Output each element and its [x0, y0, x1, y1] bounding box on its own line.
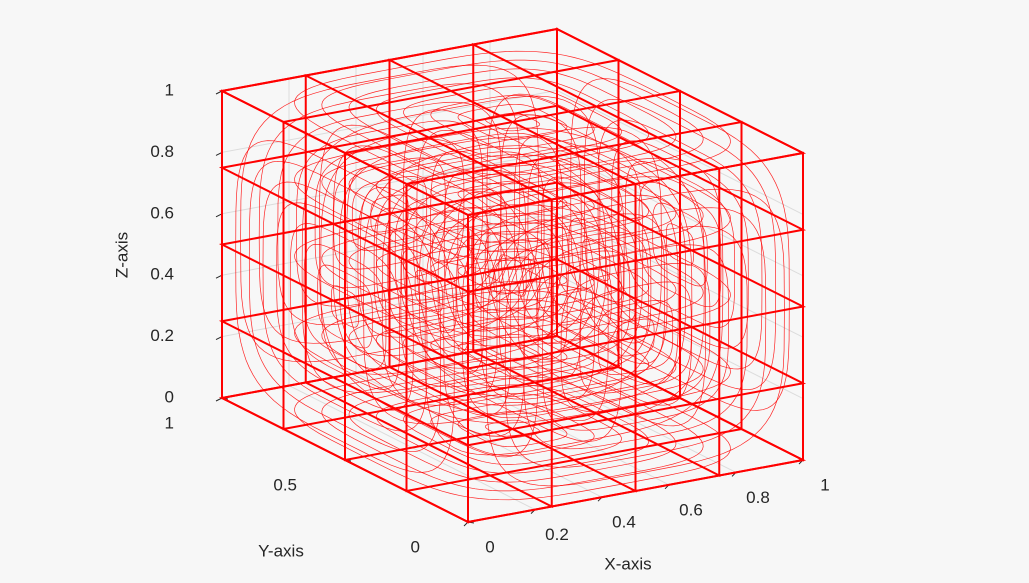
y-tick-label: 1: [165, 413, 174, 432]
mesh-curve: [570, 78, 790, 411]
z-tick-label: 0.6: [150, 203, 174, 222]
mesh-curve: [301, 95, 601, 394]
y-slice: [467, 151, 804, 524]
y-slice: [344, 89, 681, 462]
mesh-curve: [235, 140, 455, 473]
y-slice: [221, 27, 558, 400]
y-slice: [405, 120, 743, 493]
z-tick-label: 1: [165, 80, 174, 99]
y-slice: [282, 58, 620, 431]
x-tick-label: 1: [820, 475, 829, 494]
z-tick-label: 0.8: [150, 142, 174, 161]
y-tick-label: 0.5: [273, 475, 297, 494]
x-tick-label: 0.6: [679, 500, 703, 519]
mesh-curve: [319, 124, 539, 458]
x-axis-label: X-axis: [604, 554, 651, 573]
y-axis-label: Y-axis: [258, 541, 304, 560]
z-tick-label: 0.2: [150, 326, 174, 345]
y-tick-label: 0: [411, 537, 420, 556]
z-axis-label: Z-axis: [112, 232, 131, 278]
x-tick-label: 0.8: [746, 488, 770, 507]
mesh-curve: [240, 64, 539, 363]
x-tick-label: 0.4: [612, 513, 636, 532]
mesh-curve: [486, 93, 706, 427]
x-tick-label: 0.2: [545, 525, 569, 544]
x-tick-label: 0: [485, 537, 494, 556]
z-tick-label: 0: [165, 387, 174, 406]
z-tick-label: 0.4: [150, 265, 174, 284]
mesh-curve: [402, 109, 623, 442]
